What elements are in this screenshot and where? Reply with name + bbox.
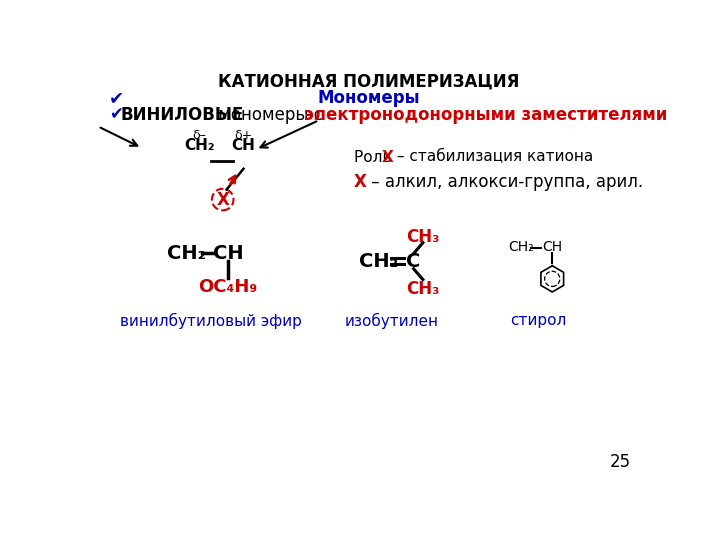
Text: Роль: Роль bbox=[354, 150, 396, 165]
Text: CH: CH bbox=[542, 240, 562, 254]
Text: OC₄H₉: OC₄H₉ bbox=[199, 278, 258, 296]
Text: CH₂: CH₂ bbox=[184, 138, 215, 153]
Text: СН₂: СН₂ bbox=[359, 252, 398, 271]
Text: CH₃: CH₃ bbox=[406, 227, 440, 246]
Text: ✔: ✔ bbox=[109, 106, 122, 124]
Text: винилбутиловый эфир: винилбутиловый эфир bbox=[120, 313, 302, 329]
Text: Мономеры: Мономеры bbox=[318, 90, 420, 107]
Text: ✔: ✔ bbox=[109, 90, 124, 107]
Text: δ–: δ– bbox=[193, 129, 207, 142]
Text: CH: CH bbox=[232, 138, 256, 153]
Text: C: C bbox=[407, 252, 421, 271]
Text: электронодонорными заместителями: электронодонорными заместителями bbox=[305, 106, 667, 124]
Text: – алкил, алкокси-группа, арил.: – алкил, алкокси-группа, арил. bbox=[366, 173, 643, 191]
Text: ВИНИЛОВЫЕ: ВИНИЛОВЫЕ bbox=[120, 106, 243, 124]
Text: мономеры с: мономеры с bbox=[212, 106, 328, 124]
Text: стирол: стирол bbox=[510, 313, 567, 328]
Text: СН₂: СН₂ bbox=[167, 244, 206, 263]
Text: X: X bbox=[216, 191, 229, 208]
Text: CH₂: CH₂ bbox=[508, 240, 534, 254]
Text: δ+: δ+ bbox=[235, 129, 253, 142]
Text: СН: СН bbox=[213, 244, 243, 263]
Text: 25: 25 bbox=[610, 454, 631, 471]
Text: Х: Х bbox=[382, 150, 393, 165]
Text: – стабилизация катиона: – стабилизация катиона bbox=[392, 150, 593, 165]
Text: CH₃: CH₃ bbox=[406, 280, 440, 298]
Text: изобутилен: изобутилен bbox=[345, 313, 439, 329]
Text: КАТИОННАЯ ПОЛИМЕРИЗАЦИЯ: КАТИОННАЯ ПОЛИМЕРИЗАЦИЯ bbox=[218, 72, 520, 91]
Text: Х: Х bbox=[354, 173, 366, 191]
